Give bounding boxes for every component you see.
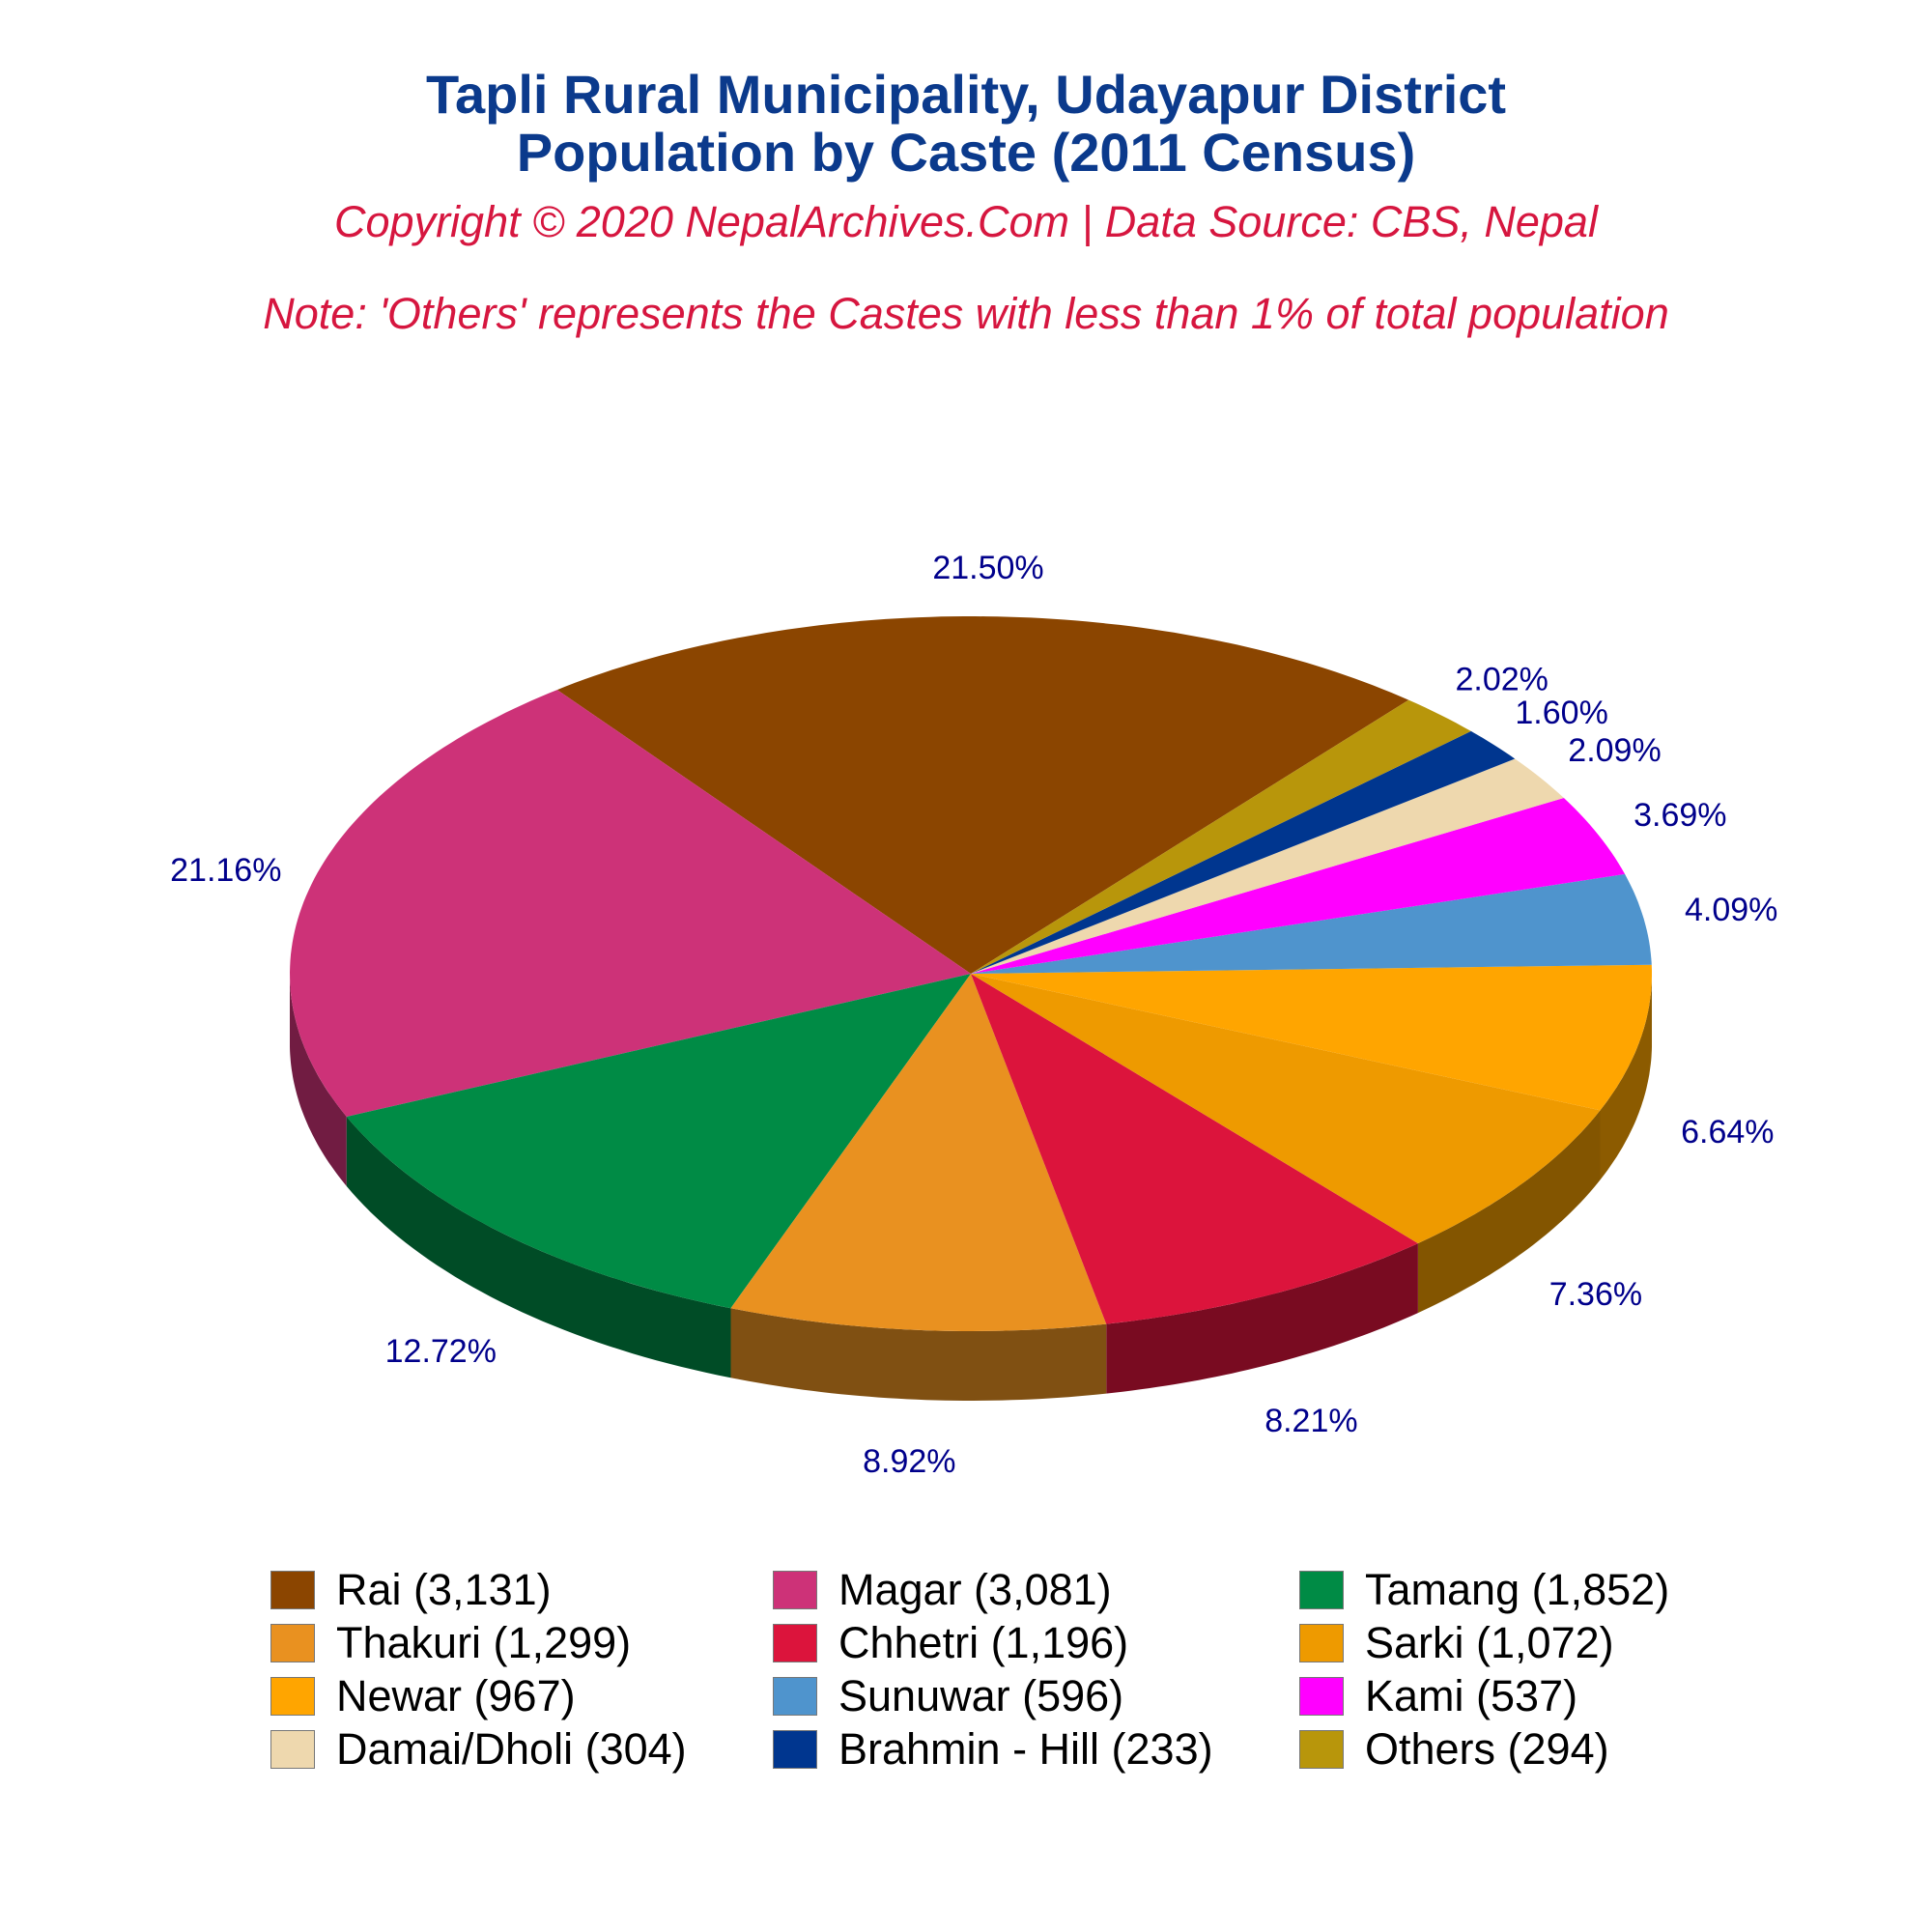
pie-slice	[290, 690, 971, 1117]
pie-slice	[556, 616, 1409, 974]
slice-percent-label: 2.09%	[1568, 732, 1661, 769]
legend-swatch	[1299, 1677, 1344, 1716]
pie-side	[1600, 974, 1652, 1180]
chart-note: Note: 'Others' represents the Castes wit…	[263, 289, 1669, 338]
legend-label: Sunuwar (596)	[838, 1671, 1124, 1720]
legend-label: Thakuri (1,299)	[336, 1618, 632, 1667]
legend-swatch	[270, 1677, 315, 1716]
copyright-line: Copyright © 2020 NepalArchives.Com | Dat…	[334, 197, 1598, 246]
pie-sides	[290, 974, 1652, 1401]
legend-label: Newar (967)	[336, 1671, 576, 1720]
slice-percent-label: 2.02%	[1455, 661, 1548, 697]
pie-tops	[290, 616, 1652, 1331]
slice-percent-label: 12.72%	[385, 1333, 497, 1370]
legend-swatch	[270, 1571, 315, 1609]
pie-slice	[971, 758, 1564, 974]
pie-slice	[971, 974, 1418, 1324]
legend-label: Magar (3,081)	[838, 1565, 1112, 1614]
legend-item: Tamang (1,852)	[1299, 1563, 1669, 1617]
legend-item: Others (294)	[1299, 1722, 1609, 1776]
slice-percent-label: 8.21%	[1264, 1403, 1357, 1439]
legend-item: Kami (537)	[1299, 1669, 1577, 1723]
legend-swatch	[1299, 1624, 1344, 1662]
legend-item: Chhetri (1,196)	[773, 1616, 1128, 1670]
legend-item: Magar (3,081)	[773, 1563, 1112, 1617]
legend-swatch	[773, 1571, 817, 1609]
pie-slice	[971, 730, 1516, 974]
slice-percent-label: 8.92%	[863, 1443, 955, 1480]
legend-label: Brahmin - Hill (233)	[838, 1724, 1213, 1774]
legend-label: Sarki (1,072)	[1365, 1618, 1614, 1667]
slice-percent-label: 6.64%	[1681, 1114, 1774, 1151]
legend-label: Others (294)	[1365, 1724, 1609, 1774]
pie-labels: 21.50% 21.16% 12.72% 8.92% 8.21% 7.36% 6.64% 4.…	[170, 550, 1777, 1480]
legend-item: Damai/Dholi (304)	[270, 1722, 687, 1776]
legend-swatch	[1299, 1730, 1344, 1769]
slice-percent-label: 3.69%	[1634, 797, 1726, 834]
slice-percent-label: 1.60%	[1515, 695, 1607, 731]
chart-subtitle: Population by Caste (2011 Census)	[516, 122, 1416, 183]
legend-label: Damai/Dholi (304)	[336, 1724, 687, 1774]
legend-swatch	[1299, 1571, 1344, 1609]
pie-side	[1106, 1243, 1418, 1394]
pie-side	[1417, 1110, 1601, 1314]
legend-label: Rai (3,131)	[336, 1565, 552, 1614]
slice-percent-label: 21.50%	[932, 550, 1043, 586]
legend-swatch	[773, 1730, 817, 1769]
legend-item: Thakuri (1,299)	[270, 1616, 631, 1670]
pie-slice	[971, 964, 1652, 1111]
legend-label: Kami (537)	[1365, 1671, 1578, 1720]
pie-slice	[971, 798, 1626, 974]
slice-percent-label: 4.09%	[1685, 892, 1777, 928]
chart-title: Tapli Rural Municipality, Udayapur Distr…	[425, 64, 1507, 125]
slice-percent-label: 21.16%	[170, 852, 281, 889]
legend-item: Newar (967)	[270, 1669, 576, 1723]
pie-side	[290, 974, 347, 1186]
slice-percent-label: 7.36%	[1549, 1276, 1642, 1313]
legend-item: Brahmin - Hill (233)	[773, 1722, 1213, 1776]
pie-slice	[346, 974, 971, 1309]
pie-slice	[971, 974, 1601, 1244]
legend-swatch	[773, 1677, 817, 1716]
legend-swatch	[773, 1624, 817, 1662]
pie-slice	[730, 974, 1107, 1331]
pie-side	[346, 1117, 731, 1378]
legend-label: Chhetri (1,196)	[838, 1618, 1129, 1667]
legend-label: Tamang (1,852)	[1365, 1565, 1670, 1614]
pie-side	[730, 1308, 1107, 1401]
pie-slice	[971, 873, 1652, 974]
legend-item: Rai (3,131)	[270, 1563, 552, 1617]
legend-swatch	[270, 1730, 315, 1769]
legend-swatch	[270, 1624, 315, 1662]
legend-item: Sunuwar (596)	[773, 1669, 1123, 1723]
pie-slice	[971, 699, 1471, 974]
legend-item: Sarki (1,072)	[1299, 1616, 1614, 1670]
